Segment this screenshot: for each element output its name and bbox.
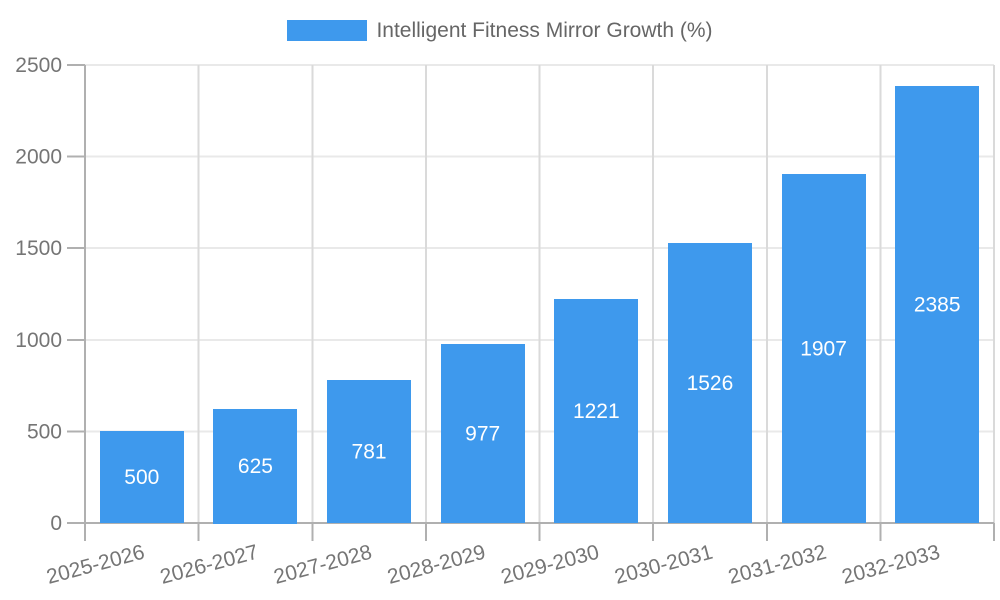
x-tick-label: 2031-2032 xyxy=(726,541,829,589)
chart-legend[interactable]: Intelligent Fitness Mirror Growth (%) xyxy=(0,20,1000,41)
bar-2027-2028[interactable] xyxy=(327,380,411,523)
x-tick-label: 2027-2028 xyxy=(271,541,374,589)
bar-value-label: 1221 xyxy=(573,400,620,423)
y-tick-label: 2000 xyxy=(15,146,62,169)
x-tick-label: 2030-2031 xyxy=(612,541,715,589)
bar-2030-2031[interactable] xyxy=(668,243,752,523)
y-tick-label: 1000 xyxy=(15,329,62,352)
x-tick-label: 2029-2030 xyxy=(499,541,602,589)
bar-2031-2032[interactable] xyxy=(782,174,866,523)
bar-2025-2026[interactable] xyxy=(100,431,184,523)
bar-value-label: 977 xyxy=(465,423,500,446)
bar-2032-2033[interactable] xyxy=(895,86,979,523)
bar-value-label: 2385 xyxy=(914,294,961,317)
bar-value-label: 781 xyxy=(352,440,387,463)
bar-value-label: 625 xyxy=(238,455,273,478)
y-tick-label: 1500 xyxy=(15,237,62,260)
legend-color-swatch xyxy=(287,20,368,41)
x-tick-label: 2032-2033 xyxy=(840,541,943,589)
x-tick-label: 2026-2027 xyxy=(158,541,261,589)
bar-2029-2030[interactable] xyxy=(554,299,638,523)
bar-value-label: 500 xyxy=(124,466,159,489)
y-tick-label: 500 xyxy=(27,420,62,443)
bar-value-label: 1907 xyxy=(800,337,847,360)
legend-series-label: Intelligent Fitness Mirror Growth (%) xyxy=(376,19,713,42)
bar-2026-2027[interactable] xyxy=(213,409,297,524)
y-tick-label: 2500 xyxy=(15,54,62,77)
x-tick-label: 2028-2029 xyxy=(385,541,488,589)
bar-2028-2029[interactable] xyxy=(441,344,525,523)
x-tick-label: 2025-2026 xyxy=(44,541,147,589)
bar-value-label: 1526 xyxy=(687,372,734,395)
y-tick-label: 0 xyxy=(50,512,62,535)
